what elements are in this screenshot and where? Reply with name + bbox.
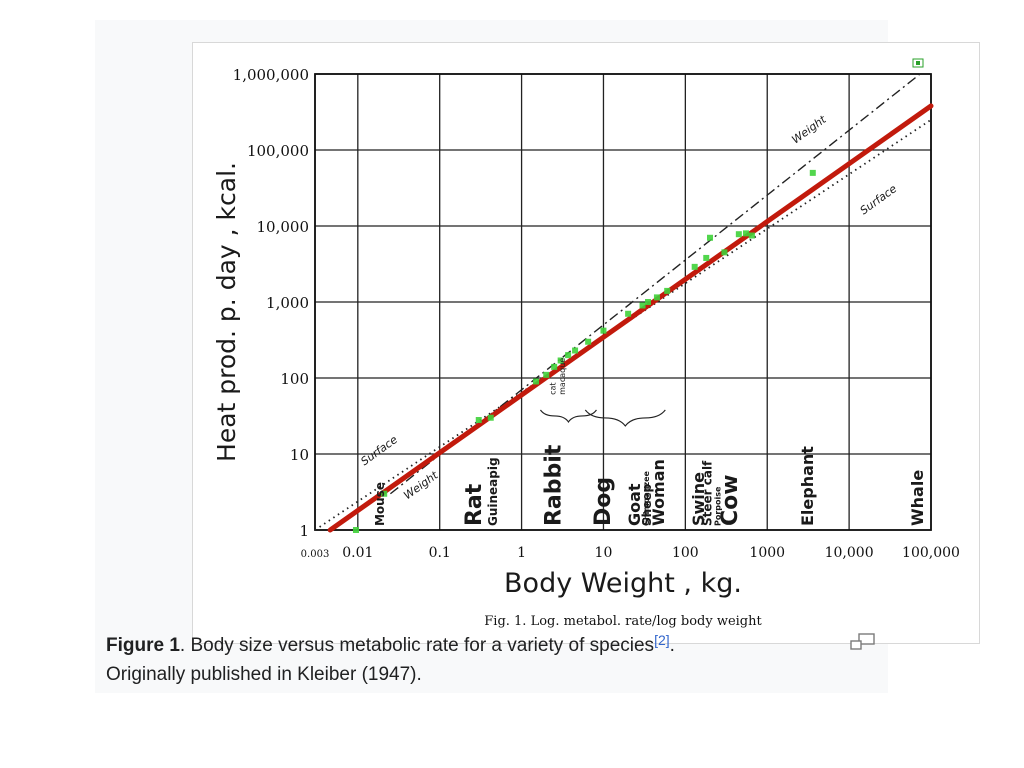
animal-label: Woman — [649, 459, 668, 526]
figure-image[interactable]: 0.003 0.01 0.1 1 10 100 1000 10,000 100,000 1 10 10… — [192, 42, 980, 644]
animal-label: Porpoise — [714, 486, 723, 526]
data-point — [748, 232, 755, 239]
x-tick-label: 100 — [672, 545, 699, 561]
animal-label: Guineapig — [486, 457, 500, 526]
x-tick-label: 10,000 — [825, 545, 874, 561]
caption-line-2: Originally published in Kleiber (1947). — [106, 664, 422, 685]
data-point — [352, 527, 359, 533]
x-tick-label: 0.01 — [342, 545, 373, 561]
data-point — [475, 417, 482, 424]
data-point — [585, 338, 592, 345]
line-label: Weight — [789, 113, 829, 147]
caption-reference-link[interactable]: [2] — [654, 632, 670, 648]
data-point — [565, 352, 572, 359]
line-weight — [389, 73, 921, 495]
y-tick-label: 1,000,000 — [233, 66, 309, 84]
x-tick-label: 1000 — [749, 545, 785, 561]
brace-label: cat — [549, 382, 558, 394]
x-tick-label: 100,000 — [902, 545, 960, 561]
data-point — [721, 249, 728, 256]
y-tick-label: 10,000 — [257, 218, 310, 236]
data-point — [653, 294, 660, 301]
data-point — [703, 254, 710, 261]
data-point — [742, 230, 749, 237]
animal-label: Whale — [908, 470, 927, 526]
data-point — [639, 302, 646, 309]
line-label: Surface — [858, 182, 900, 217]
animal-label: Chimpanzee — [642, 470, 651, 526]
expand-marker-icon — [912, 58, 924, 68]
x-tick-label: 10 — [595, 545, 613, 561]
x-tick-label: 0.003 — [301, 549, 330, 560]
caption-text: . Body size versus metabolic rate for a … — [179, 635, 655, 656]
data-point — [664, 287, 671, 294]
data-point — [557, 357, 564, 364]
kleiber-chart: 0.003 0.01 0.1 1 10 100 1000 10,000 100,000 1 10 10… — [212, 58, 960, 629]
animal-label: Dog — [591, 477, 616, 526]
animal-label: Swine — [689, 472, 708, 526]
x-tick-label: 1 — [517, 545, 526, 561]
caption-figure-number: Figure 1 — [106, 635, 180, 656]
data-point — [543, 371, 550, 378]
data-point — [625, 310, 632, 317]
data-point — [533, 378, 540, 385]
plot-border — [314, 73, 932, 531]
x-tick-label: 0.1 — [429, 545, 451, 561]
y-tick-label: 1,000 — [266, 294, 309, 312]
data-point — [551, 363, 558, 370]
y-tick-label: 10 — [290, 446, 309, 464]
animal-label: Sheep — [640, 484, 654, 526]
animal-label: Rat — [462, 483, 487, 526]
data-point — [381, 490, 388, 497]
y-tick-label: 1 — [299, 522, 309, 540]
brace-label: macaque — [558, 358, 567, 395]
y-axis-label: Heat prod. p. day , kcal. — [212, 162, 241, 462]
data-point — [645, 299, 652, 305]
x-axis-label: Body Weight , kg. — [504, 568, 742, 599]
line-surface — [314, 119, 932, 531]
chart-title: Fig. 1. Log. metabol. rate/log body weig… — [484, 614, 762, 629]
figure-thumbnail: 0.003 0.01 0.1 1 10 100 1000 10,000 100,000 1 10 10… — [95, 20, 980, 693]
fit-line — [327, 103, 934, 533]
data-point — [691, 263, 698, 270]
data-point — [809, 169, 816, 176]
data-point — [572, 347, 579, 354]
data-point — [735, 231, 742, 238]
data-point — [600, 327, 607, 334]
data-point — [706, 234, 713, 241]
animal-label: Rabbit — [542, 444, 567, 526]
animal-label: Steer calf — [701, 460, 715, 526]
expand-marker-dot — [916, 61, 920, 65]
y-tick-label: 100 — [280, 370, 309, 388]
brace — [539, 409, 666, 427]
figure-caption: Figure 1. Body size versus metabolic rat… — [106, 631, 826, 689]
caption-text-end: . — [669, 635, 675, 656]
line-label: Surface — [358, 433, 400, 468]
magnify-icon[interactable] — [850, 633, 876, 651]
y-tick-label: 100,000 — [247, 142, 309, 160]
animal-label: Mouse — [373, 482, 387, 526]
animal-label: Goat — [625, 483, 644, 526]
data-point — [487, 414, 494, 421]
animal-label: Elephant — [798, 446, 817, 526]
animal-label: Cow — [718, 474, 743, 526]
